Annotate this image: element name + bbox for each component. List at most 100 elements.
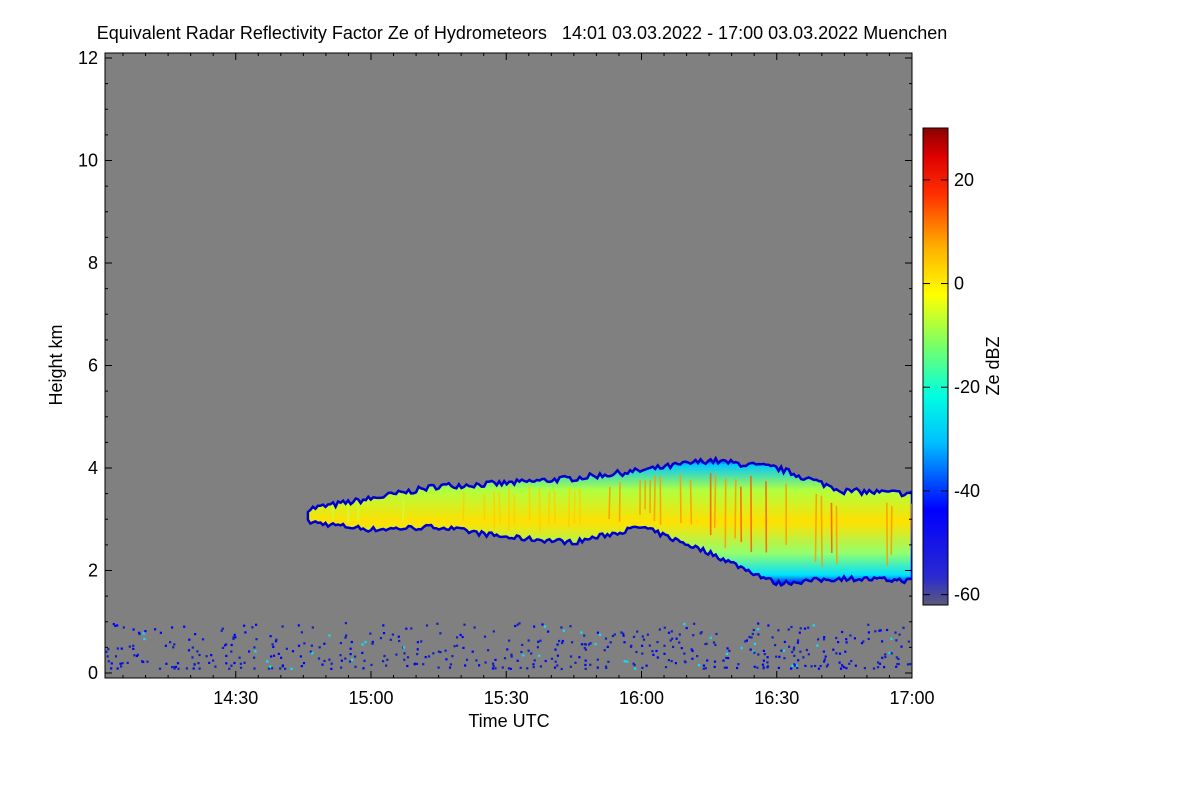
clutter-pixel — [248, 650, 251, 653]
clutter-pixel — [110, 667, 113, 670]
clutter-pixel — [323, 659, 326, 663]
clutter-pixel — [623, 641, 626, 644]
clutter-pixel — [641, 666, 644, 669]
clutter-pixel — [897, 663, 900, 666]
clutter-pixel — [397, 635, 400, 638]
clutter-pixel — [462, 646, 465, 649]
clutter-pixel — [228, 667, 231, 670]
clutter-pixel — [183, 625, 186, 628]
clutter-pixel — [704, 643, 707, 646]
clutter-pixel — [516, 659, 519, 662]
clutter-pixel — [136, 653, 139, 656]
clutter-pixel — [311, 652, 314, 655]
clutter-pixel — [641, 652, 644, 655]
clutter-pixel — [198, 653, 201, 657]
clutter-pixel — [254, 650, 257, 653]
clutter-pixel — [635, 650, 638, 654]
clutter-pixel — [671, 637, 674, 640]
y-tick-label: 4 — [88, 458, 98, 478]
clutter-pixel — [159, 631, 162, 634]
clutter-pixel — [824, 655, 827, 658]
clutter-pixel — [712, 641, 716, 644]
clutter-pixel — [791, 651, 794, 654]
chart-title: Equivalent Radar Reflectivity Factor Ze … — [97, 23, 948, 43]
clutter-pixel — [445, 658, 448, 661]
clutter-pixel — [371, 640, 374, 643]
clutter-pixel — [255, 638, 258, 641]
clutter-pixel — [561, 639, 564, 643]
clutter-pixel — [803, 627, 807, 630]
clutter-pixel — [416, 653, 419, 656]
clutter-pixel — [154, 628, 157, 631]
clutter-pixel — [715, 632, 718, 636]
clutter-pixel — [594, 643, 597, 646]
clutter-pixel — [656, 656, 659, 659]
reflectivity-streak — [734, 479, 737, 539]
clutter-pixel — [622, 632, 625, 635]
clutter-pixel — [272, 654, 276, 657]
clutter-pixel — [198, 667, 201, 670]
clutter-pixel — [398, 639, 401, 643]
clutter-pixel — [514, 624, 517, 628]
clutter-pixel — [344, 636, 347, 639]
clutter-pixel — [138, 632, 141, 636]
clutter-pixel — [516, 623, 519, 626]
clutter-pixel — [116, 624, 119, 627]
clutter-pixel — [584, 659, 587, 662]
clutter-pixel — [751, 632, 754, 636]
clutter-pixel — [144, 630, 147, 633]
clutter-pixel — [383, 654, 386, 658]
clutter-pixel — [456, 636, 459, 639]
clutter-pixel — [194, 633, 197, 636]
clutter-pixel — [509, 667, 512, 670]
clutter-pixel — [121, 662, 124, 665]
clutter-pixel — [895, 656, 898, 659]
clutter-pixel — [116, 667, 119, 670]
clutter-pixel — [884, 653, 887, 656]
clutter-pixel — [406, 656, 410, 659]
clutter-pixel — [122, 626, 125, 629]
clutter-pixel — [176, 662, 180, 665]
clutter-pixel — [116, 647, 119, 650]
clutter-pixel — [648, 644, 651, 647]
clutter-pixel — [867, 637, 870, 640]
clutter-pixel — [494, 658, 497, 661]
clutter-pixel — [700, 631, 703, 634]
clutter-pixel — [658, 628, 661, 631]
clutter-pixel — [224, 644, 227, 647]
clutter-pixel — [437, 650, 440, 653]
clutter-pixel — [158, 667, 162, 670]
clutter-pixel — [849, 634, 852, 637]
clutter-pixel — [188, 638, 191, 641]
clutter-pixel — [533, 659, 536, 662]
clutter-pixel — [670, 630, 673, 633]
colorbar — [922, 127, 949, 606]
clutter-pixel — [902, 626, 905, 629]
clutter-pixel — [173, 667, 176, 670]
clutter-pixel — [787, 628, 790, 631]
clutter-pixel — [843, 666, 846, 669]
clutter-pixel — [533, 625, 536, 628]
clutter-pixel — [793, 654, 796, 657]
clutter-pixel — [651, 650, 654, 653]
clutter-pixel — [526, 667, 529, 670]
clutter-pixel — [663, 626, 666, 629]
clutter-pixel — [303, 642, 306, 645]
clutter-pixel — [318, 646, 321, 649]
clutter-pixel — [128, 645, 131, 648]
clutter-pixel — [385, 664, 388, 667]
clutter-pixel — [780, 649, 783, 652]
clutter-pixel — [330, 667, 333, 670]
clutter-pixel — [761, 663, 764, 666]
clutter-pixel — [232, 637, 235, 640]
clutter-pixel — [191, 656, 194, 659]
clutter-pixel — [762, 667, 765, 670]
clutter-pixel — [878, 629, 881, 632]
clutter-pixel — [492, 630, 495, 633]
clutter-pixel — [888, 651, 891, 655]
clutter-pixel — [274, 640, 278, 643]
clutter-pixel — [613, 633, 616, 636]
clutter-pixel — [455, 644, 459, 647]
clutter-pixel — [507, 667, 510, 670]
clutter-pixel — [634, 667, 637, 670]
